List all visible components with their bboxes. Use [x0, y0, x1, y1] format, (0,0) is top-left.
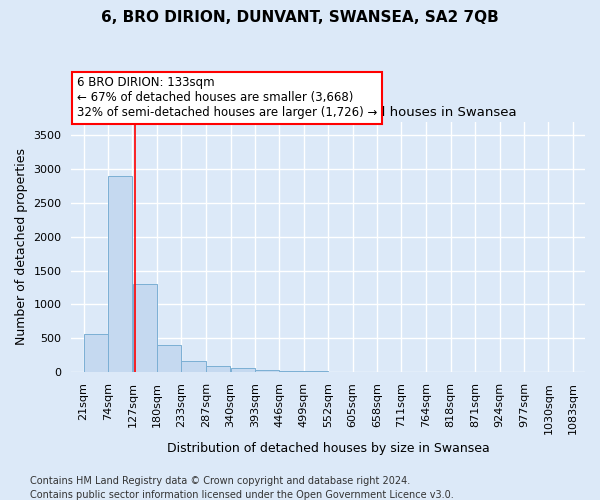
Bar: [133, 284, 157, 372]
Bar: [84, 334, 108, 372]
Y-axis label: Number of detached properties: Number of detached properties: [15, 148, 28, 346]
Bar: [280, 370, 304, 372]
Bar: [157, 345, 181, 372]
Bar: [206, 366, 230, 372]
Bar: [255, 370, 279, 372]
Text: Contains HM Land Registry data © Crown copyright and database right 2024.
Contai: Contains HM Land Registry data © Crown c…: [30, 476, 454, 500]
Text: 6 BRO DIRION: 133sqm
← 67% of detached houses are smaller (3,668)
32% of semi-de: 6 BRO DIRION: 133sqm ← 67% of detached h…: [77, 76, 377, 120]
X-axis label: Distribution of detached houses by size in Swansea: Distribution of detached houses by size …: [167, 442, 490, 455]
Bar: [108, 176, 133, 372]
Bar: [230, 368, 255, 372]
Bar: [181, 361, 206, 372]
Title: Size of property relative to detached houses in Swansea: Size of property relative to detached ho…: [140, 106, 517, 120]
Text: 6, BRO DIRION, DUNVANT, SWANSEA, SA2 7QB: 6, BRO DIRION, DUNVANT, SWANSEA, SA2 7QB: [101, 10, 499, 25]
